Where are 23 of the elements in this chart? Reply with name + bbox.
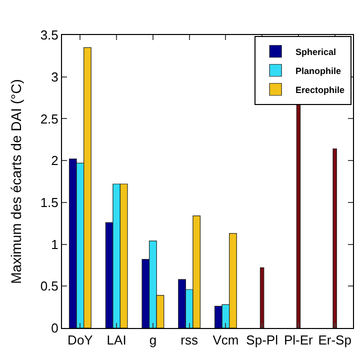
x-tick-label: rss [180,332,198,348]
y-tick-label: 0.5 [40,278,58,294]
bar [296,103,301,328]
x-tick-label: Er-Sp [318,332,352,348]
x-tick-label: Sp-Pl [246,332,278,348]
y-tick-label: 1.5 [40,194,58,210]
x-tick-label: DoY [68,332,94,348]
y-tick-label: 3 [51,69,58,84]
legend-label: Planophile [296,66,342,76]
legend-label: Spherical [296,46,336,57]
bar [332,148,337,328]
x-tick-label: Pl-Er [284,332,314,348]
bar [260,267,264,328]
y-axis-title: Maximum des écarts de DAI (°C) [8,79,24,284]
y-tick-label: 2.5 [40,111,58,126]
x-tick-label: Vcm [212,332,239,348]
y-tick-label: 3.5 [40,28,58,43]
x-tick-label: LAI [106,332,126,348]
legend-label: Erectophile [296,84,345,95]
y-tick-label: 2 [51,153,58,168]
y-tick-label: 0 [51,320,58,336]
y-tick-label: 1 [51,236,58,252]
x-tick-label: g [149,332,157,348]
